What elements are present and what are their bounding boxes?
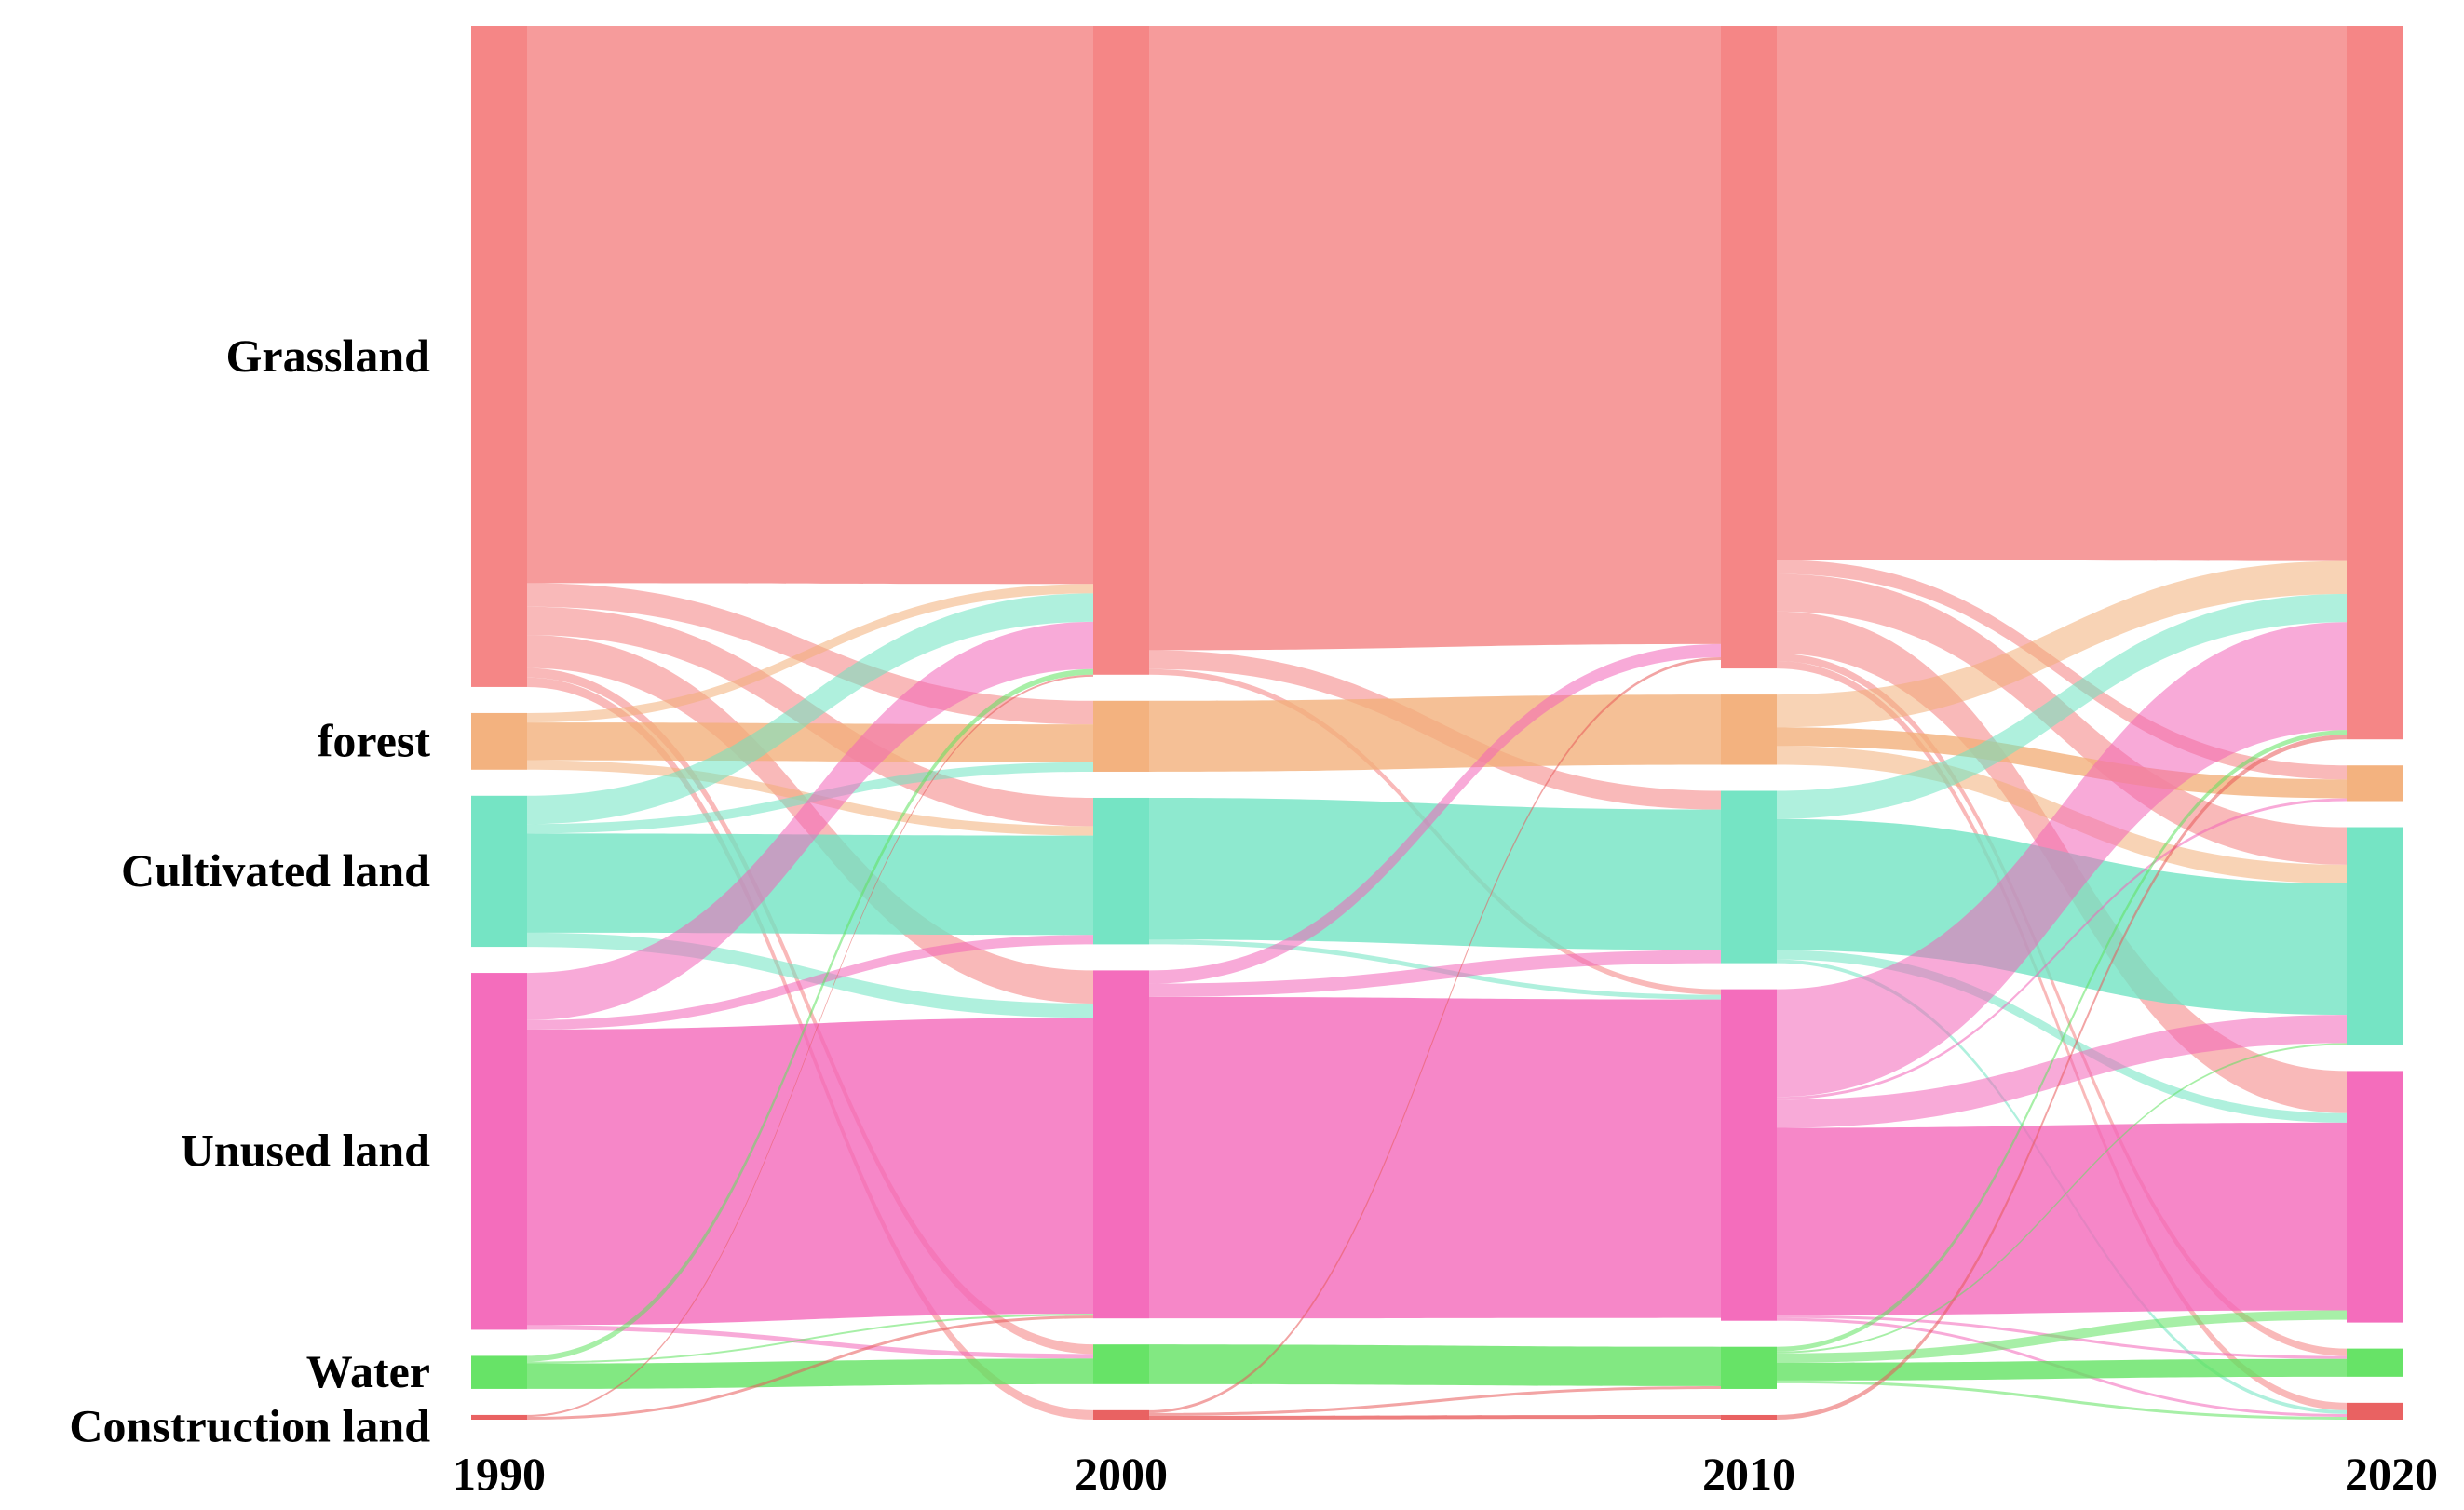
flow-2010-2020-grassland-to-forest — [1777, 560, 2347, 780]
node-2000-construction — [1093, 1409, 1149, 1420]
flow-1990-2000-cultivated-to-cultivated — [527, 833, 1093, 936]
flow-2010-2020-forest-to-grassland — [1777, 560, 2347, 728]
flow-2010-2020-water-to-water — [1777, 1358, 2347, 1381]
flow-1990-2000-unused-to-grassland — [527, 621, 1093, 1020]
flow-2010-2020-grassland-to-water — [1777, 653, 2347, 1356]
year-label-2020: 2020 — [2345, 1448, 2438, 1500]
flow-2000-2010-construction-to-grassland — [1149, 656, 1721, 1413]
flow-1990-2000-water-to-grassland — [527, 668, 1093, 1362]
category-label-grassland: Grassland — [225, 330, 430, 382]
node-1990-construction — [471, 1414, 527, 1420]
flow-1990-2000-forest-to-forest — [527, 722, 1093, 762]
flow-1990-2000-forest-to-grassland — [527, 584, 1093, 723]
flow-1990-2000-construction-to-grassland — [527, 674, 1093, 1417]
flow-2010-2020-unused-to-unused — [1777, 1122, 2347, 1315]
flow-1990-2000-water-to-water — [527, 1358, 1093, 1389]
flow-2000-2010-cultivated-to-cultivated — [1149, 797, 1721, 950]
flow-2010-2020-water-to-unused — [1777, 1310, 2347, 1363]
node-2010-forest — [1721, 694, 1777, 765]
node-2000-unused — [1093, 970, 1149, 1319]
flow-1990-2000-unused-to-water — [527, 1325, 1093, 1359]
node-2000-grassland — [1093, 26, 1149, 675]
flow-1990-2000-water-to-unused — [527, 1314, 1093, 1364]
flow-2010-2020-unused-to-cultivated — [1777, 1015, 2347, 1128]
flow-1990-2000-grassland-to-water — [527, 667, 1093, 1355]
flow-2010-2020-water-to-grassland — [1777, 730, 2347, 1352]
flow-2000-2010-unused-to-cultivated — [1149, 950, 1721, 997]
flows-layer — [527, 26, 2347, 1420]
flow-2000-2010-unused-to-grassland — [1149, 643, 1721, 984]
node-2010-water — [1721, 1346, 1777, 1389]
category-label-forest: forest — [318, 714, 431, 766]
flow-1990-2000-unused-to-cultivated — [527, 935, 1093, 1030]
flow-2000-2010-water-to-water — [1149, 1344, 1721, 1386]
flow-2010-2020-water-to-construction — [1777, 1380, 2347, 1420]
node-2010-construction — [1721, 1414, 1777, 1420]
flow-2000-2010-construction-to-construction — [1149, 1414, 1721, 1420]
flow-1990-2000-grassland-to-grassland — [527, 26, 1093, 585]
category-label-unused: Unused land — [181, 1125, 430, 1177]
flow-2010-2020-unused-to-forest — [1777, 798, 2347, 1100]
node-2020-grassland — [2347, 26, 2403, 740]
flow-2010-2020-construction-to-grassland — [1777, 735, 2347, 1420]
flow-1990-2000-cultivated-to-grassland — [527, 593, 1093, 825]
flow-2000-2010-grassland-to-grassland — [1149, 26, 1721, 651]
node-2000-cultivated — [1093, 797, 1149, 945]
flow-2000-2010-unused-to-unused — [1149, 996, 1721, 1319]
category-label-construction: Construction land — [69, 1399, 430, 1451]
node-1990-cultivated — [471, 795, 527, 948]
flow-2010-2020-unused-to-grassland — [1777, 622, 2347, 1098]
flow-2000-2010-construction-to-water — [1149, 1385, 1721, 1416]
year-labels: 1990 2000 2010 2020 — [453, 1448, 2438, 1500]
node-2010-cultivated — [1721, 790, 1777, 964]
node-2020-construction — [2347, 1402, 2403, 1420]
flow-2010-2020-forest-to-forest — [1777, 727, 2347, 799]
node-2020-water — [2347, 1348, 2403, 1377]
node-1990-unused — [471, 973, 527, 1330]
flow-2010-2020-cultivated-to-unused — [1777, 950, 2347, 1123]
year-label-2010: 2010 — [1702, 1448, 1795, 1500]
category-label-water: Water — [306, 1345, 430, 1397]
node-2020-unused — [2347, 1071, 2403, 1323]
node-2010-grassland — [1721, 26, 1777, 669]
flow-2000-2010-forest-to-forest — [1149, 694, 1721, 772]
node-2000-forest — [1093, 700, 1149, 772]
nodes-layer — [471, 26, 2403, 1420]
year-label-2000: 2000 — [1075, 1448, 1168, 1500]
flow-1990-2000-construction-to-unused — [527, 1315, 1093, 1420]
node-1990-forest — [471, 712, 527, 770]
year-label-1990: 1990 — [453, 1448, 546, 1500]
node-2020-forest — [2347, 765, 2403, 802]
node-2020-cultivated — [2347, 827, 2403, 1045]
flow-2010-2020-cultivated-to-cultivated — [1777, 818, 2347, 1016]
node-2010-unused — [1721, 989, 1777, 1321]
node-1990-grassland — [471, 26, 527, 687]
category-labels: Grassland forest Cultivated land Unused lan… — [69, 330, 430, 1451]
node-2000-water — [1093, 1344, 1149, 1384]
flow-1990-2000-unused-to-unused — [527, 1018, 1093, 1326]
category-label-cultivated: Cultivated land — [121, 844, 430, 897]
node-1990-water — [471, 1355, 527, 1389]
flow-2010-2020-water-to-cultivated — [1777, 1043, 2347, 1354]
flow-2010-2020-grassland-to-grassland — [1777, 26, 2347, 561]
flow-2010-2020-cultivated-to-grassland — [1777, 593, 2347, 819]
